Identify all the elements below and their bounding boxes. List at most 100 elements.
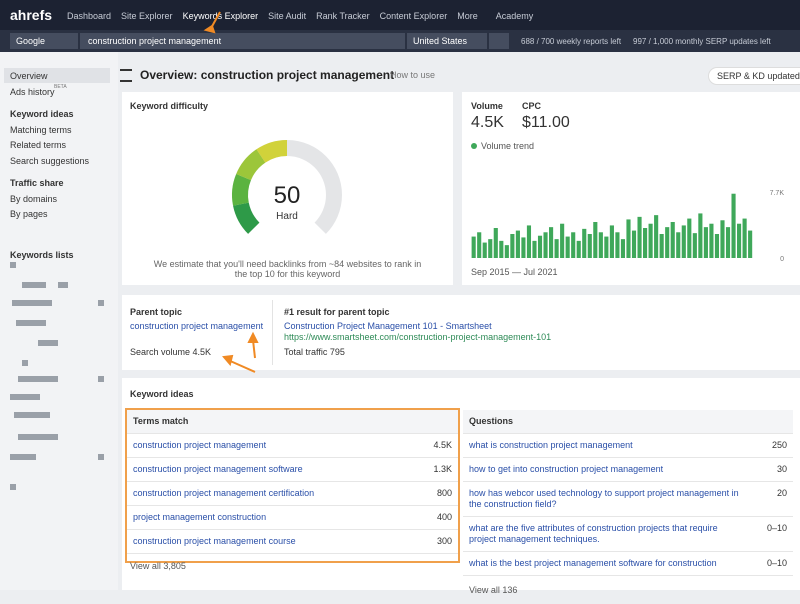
- sidebar-item[interactable]: Ads history: [10, 86, 55, 97]
- sidebar-item[interactable]: By domains: [10, 193, 58, 204]
- trend-bar: [742, 218, 747, 258]
- keyword-link[interactable]: what is the best project management soft…: [469, 558, 717, 568]
- sidebar-item[interactable]: By pages: [10, 209, 48, 219]
- keyword-link[interactable]: how to get into construction project man…: [469, 464, 664, 474]
- questions-title: Questions: [469, 416, 514, 426]
- idea-row: how to get into construction project man…: [463, 458, 793, 482]
- terms-column: Terms match construction project managem…: [127, 410, 458, 578]
- nav-item[interactable]: More: [457, 11, 478, 21]
- engine-select[interactable]: Google: [10, 33, 78, 49]
- search-input[interactable]: construction project management: [80, 33, 405, 49]
- divider: [272, 300, 273, 365]
- idea-row: what is the best project management soft…: [463, 552, 793, 576]
- nav-item[interactable]: Site Explorer: [121, 11, 173, 21]
- trend-bar: [515, 230, 520, 258]
- result-url[interactable]: https://www.smartsheet.com/construction-…: [284, 332, 552, 342]
- kd-value: 50: [274, 182, 301, 209]
- updated-badge: SERP & KD updated 1: [708, 67, 800, 85]
- nav-item[interactable]: Site Audit: [268, 11, 307, 21]
- volume-title: Volume: [471, 101, 503, 111]
- trend-bar: [714, 234, 720, 258]
- parent-volume: Search volume 4.5K: [130, 347, 212, 357]
- trend-bar: [626, 219, 631, 258]
- trend-bar: [504, 245, 509, 258]
- result-title: #1 result for parent topic: [284, 307, 390, 317]
- sidebar-item[interactable]: Search suggestions: [10, 155, 90, 166]
- trend-bar: [681, 225, 686, 258]
- keyword-link[interactable]: construction project management software: [133, 464, 303, 474]
- trend-range: Sep 2015 — Jul 2021: [471, 267, 558, 277]
- trend-bar: [560, 223, 565, 258]
- gauge-segment: [236, 149, 266, 181]
- nav-item[interactable]: Academy: [495, 11, 534, 21]
- sidebar-section: Traffic share: [10, 178, 64, 188]
- parent-card: [122, 295, 800, 370]
- trend-bar: [676, 232, 681, 258]
- blurred-lists: [10, 262, 104, 490]
- keyword-volume: 0–10: [766, 523, 787, 533]
- nav-item[interactable]: Keywords Explorer: [182, 11, 259, 21]
- trend-bar: [521, 237, 526, 258]
- trend-bar: [571, 232, 576, 258]
- trend-bar: [593, 222, 598, 258]
- nav-item[interactable]: Rank Tracker: [316, 11, 370, 21]
- trend-bar: [576, 240, 581, 258]
- logo[interactable]: ahrefs: [10, 7, 53, 23]
- keyword-volume: 400: [436, 512, 452, 522]
- trend-bar: [499, 240, 504, 258]
- sidebar-active: [4, 68, 110, 83]
- kd-title: Keyword difficulty: [130, 101, 209, 111]
- sidebar-item[interactable]: Overview: [10, 71, 48, 81]
- nav-item[interactable]: Content Explorer: [379, 11, 448, 21]
- menu-icon[interactable]: [120, 69, 132, 82]
- page-title: Overview: construction project managemen…: [140, 68, 395, 82]
- ideas-title: Keyword ideas: [130, 389, 194, 399]
- trend-bar: [565, 236, 570, 258]
- how-to-use[interactable]: How to use: [390, 70, 436, 80]
- idea-row: how has webcor used technology to suppor…: [463, 482, 793, 517]
- keyword-link[interactable]: what is construction project management: [469, 440, 633, 450]
- keyword-link[interactable]: what are the five attributes of construc…: [469, 523, 718, 544]
- keyword-link[interactable]: construction project management certific…: [133, 488, 315, 498]
- trend-bar: [526, 225, 532, 258]
- keyword-volume: 250: [771, 440, 787, 450]
- nav-items: Dashboard Site Explorer Keywords Explorer S…: [67, 11, 533, 21]
- result-link[interactable]: Construction Project Management 101 - Sm…: [284, 321, 492, 331]
- keyword-link[interactable]: construction project management course: [133, 536, 296, 546]
- keyword-link[interactable]: project management construction: [133, 512, 267, 522]
- country-select[interactable]: United States: [407, 33, 487, 49]
- cpc-value: $11.00: [522, 114, 570, 131]
- trend-bar: [554, 239, 559, 258]
- gauge-center: [251, 159, 323, 231]
- trend-bar: [510, 234, 515, 258]
- trend-bar: [643, 228, 648, 258]
- volume-trend-chart: 7.7K 0: [471, 190, 784, 263]
- kd-gauge: 50 Hard: [232, 140, 342, 234]
- keyword-volume: 800: [436, 488, 452, 498]
- nav-item[interactable]: Dashboard: [67, 11, 112, 21]
- questions-view-all[interactable]: View all 136: [469, 585, 518, 595]
- search-button[interactable]: [489, 33, 509, 49]
- trend-bar: [637, 216, 642, 258]
- trend-bar: [471, 236, 476, 258]
- cpc-title: CPC: [522, 101, 542, 111]
- beta-badge: BETA: [54, 84, 67, 90]
- trend-bar: [659, 234, 664, 258]
- sidebar-item[interactable]: Related terms: [10, 140, 67, 150]
- parent-link[interactable]: construction project management: [130, 321, 264, 331]
- keyword-link[interactable]: how has webcor used technology to suppor…: [469, 488, 739, 509]
- trend-bar: [737, 223, 742, 258]
- keyword-link[interactable]: construction project management: [133, 440, 267, 450]
- sidebar-item[interactable]: Matching terms: [10, 124, 72, 135]
- gauge-segment: [233, 202, 260, 234]
- trend-bar: [709, 223, 714, 258]
- trend-bar: [670, 222, 675, 258]
- parent-title: Parent topic: [130, 307, 183, 317]
- keyword-volume: 1.3K: [433, 464, 452, 474]
- idea-row: construction project management software…: [127, 458, 458, 482]
- trend-bar: [631, 230, 637, 258]
- questions-header: Questions: [463, 410, 793, 434]
- terms-view-all[interactable]: View all 3,805: [130, 561, 186, 571]
- trend-bar: [488, 239, 493, 258]
- questions-rows: what is construction project management 2…: [463, 434, 793, 576]
